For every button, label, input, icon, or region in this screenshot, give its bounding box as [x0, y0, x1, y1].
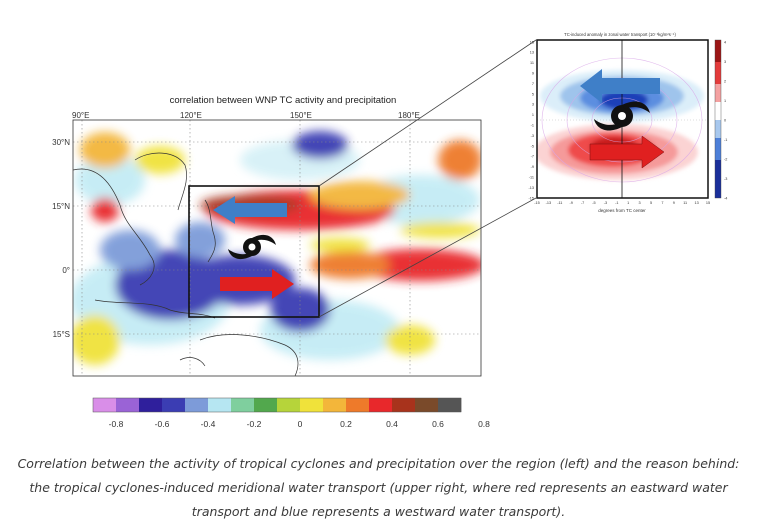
inset-x-tick: 11	[683, 201, 687, 205]
colorbar-swatch	[116, 398, 140, 412]
colorbar-swatch	[208, 398, 232, 412]
inset-y-tick: 3	[532, 103, 534, 107]
inset-y-tick: 13	[530, 51, 534, 55]
lat-label-15n: 15°N	[52, 202, 70, 211]
inset-y-tick: -1	[531, 124, 534, 128]
lon-label-120e: 120°E	[180, 111, 202, 120]
inset-x-tick: 13	[694, 201, 698, 205]
inset-x-tick: -13	[546, 201, 552, 205]
colorbar-swatch	[323, 398, 347, 412]
inset-y-tick: 15	[530, 40, 534, 44]
eastward-arrow-main	[220, 269, 294, 299]
inset-x-tick: 7	[661, 201, 663, 205]
colorbar-tick-label: -0.2	[247, 419, 262, 429]
inset-colorbar-tick: 0	[724, 118, 726, 122]
main-map-title: correlation between WNP TC activity and …	[170, 95, 397, 106]
colorbar-swatch	[369, 398, 393, 412]
main-map	[73, 120, 481, 376]
colorbar-tick-label: 0.8	[478, 419, 490, 429]
colorbar-swatch	[254, 398, 278, 412]
inset-x-tick: 9	[673, 201, 675, 205]
inset-x-tick: -3	[604, 201, 607, 205]
westward-arrow-main	[213, 196, 287, 224]
colorbar-swatch	[392, 398, 416, 412]
inset-y-tick: 7	[532, 82, 534, 86]
inset-y-tick: 1	[532, 113, 534, 117]
inset-y-tick: -5	[531, 144, 534, 148]
inset-y-tick: -15	[529, 196, 535, 200]
inset-x-tick: -15	[534, 201, 540, 205]
colorbar-swatch	[277, 398, 301, 412]
inset-colorbar-tick: 3	[724, 60, 726, 64]
main-colorbar-ticks: -0.8 -0.6 -0.4 -0.2 0 0.2 0.4 0.6 0.8	[109, 419, 491, 429]
inset-x-tick: -5	[592, 201, 595, 205]
lat-label-30n: 30°N	[52, 138, 70, 147]
colorbar-tick-label: 0	[298, 419, 303, 429]
colorbar-tick-label: -0.4	[201, 419, 216, 429]
inset-y-tick: -11	[529, 176, 534, 180]
cyclone-icon-inset	[594, 101, 650, 131]
inset-title: TC-induced anomaly in zonal water transp…	[564, 32, 676, 37]
inset-x-tick: 1	[627, 201, 629, 205]
colorbar-swatch	[346, 398, 370, 412]
colorbar-swatch	[438, 398, 462, 412]
inset-y-tick: 11	[530, 61, 534, 65]
colorbar-swatch	[415, 398, 439, 412]
focus-box	[188, 185, 320, 318]
inset-y-tick: -7	[531, 155, 534, 159]
colorbar-swatch	[300, 398, 324, 412]
inset-colorbar-tick: -3	[724, 177, 727, 181]
figure: correlation between WNP TC activity and …	[52, 32, 727, 429]
inset-x-tick: -1	[615, 201, 618, 205]
inset-x-tick: 5	[650, 201, 652, 205]
connector-line-top	[318, 39, 537, 187]
inset-colorbar-tick: -4	[724, 196, 727, 200]
colorbar-tick-label: 0.2	[340, 419, 352, 429]
colorbar-tick-label: 0.6	[432, 419, 444, 429]
inset-y-tick: 9	[532, 72, 534, 76]
colorbar-tick-label: -0.8	[109, 419, 124, 429]
lon-label-90e: 90°E	[72, 111, 89, 120]
inset-x-ticks: -15 -13 -11 -9 -7 -5 -3 -1 1 3 5 7 9 11 13 15	[534, 201, 710, 205]
colorbar-tick-label: -0.6	[155, 419, 170, 429]
lon-label-180e: 180°E	[398, 111, 420, 120]
westward-arrow-inset	[580, 69, 660, 103]
inset-x-tick: 15	[706, 201, 710, 205]
colorbar-swatch	[139, 398, 163, 412]
colorbar-swatch	[185, 398, 209, 412]
lat-label-15s: 15°S	[53, 330, 70, 339]
inset-x-tick: -9	[570, 201, 573, 205]
colorbar-swatch	[162, 398, 186, 412]
inset-colorbar	[714, 39, 722, 199]
colorbar-tick-label: 0.4	[386, 419, 398, 429]
inset-colorbar-tick: 4	[724, 40, 726, 44]
eastward-arrow-inset	[589, 135, 665, 169]
inset-x-tick: -7	[581, 201, 584, 205]
inset-colorbar-tick: 1	[724, 99, 726, 103]
lon-label-150e: 150°E	[290, 111, 312, 120]
inset-y-tick: -9	[531, 165, 534, 169]
colorbar-swatch	[231, 398, 255, 412]
lat-label-0: 0°	[62, 266, 70, 275]
inset-y-tick: -3	[531, 134, 534, 138]
inset-y-tick: -13	[529, 186, 535, 190]
colorbar-swatch	[93, 398, 117, 412]
connector-line-bottom	[318, 197, 537, 318]
cyclone-icon	[228, 234, 276, 260]
inset-colorbar-tick: -1	[724, 138, 727, 142]
inset-x-tick: -11	[557, 201, 562, 205]
inset-xlabel: degrees from TC center	[598, 208, 646, 213]
inset-y-tick: 5	[532, 92, 534, 96]
inset-colorbar-tick: -2	[724, 157, 727, 161]
main-colorbar	[92, 397, 462, 413]
inset-colorbar-ticks: 4 3 2 1 0 -1 -2 -3 -4	[724, 40, 727, 200]
inset-colorbar-tick: 2	[724, 79, 726, 83]
figure-caption: Correlation between the activity of trop…	[17, 456, 740, 519]
inset-y-ticks: 15 13 11 9 7 5 3 1 -1 -3 -5 -7 -9 -11 -13 -15	[529, 40, 535, 200]
inset-x-tick: 3	[639, 201, 641, 205]
